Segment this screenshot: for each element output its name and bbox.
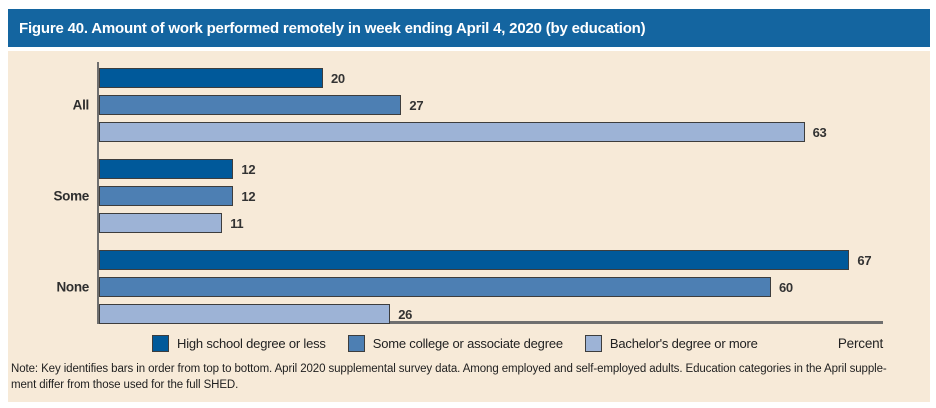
chart-legend: High school degree or less Some college o…	[152, 335, 758, 352]
bar-value-label: 11	[230, 215, 244, 231]
legend-label: Some college or associate degree	[372, 336, 563, 351]
category-label-all: All	[72, 97, 90, 113]
bar-none-some-college-or-associate-degree	[99, 277, 771, 297]
category-group-all: All 20 27 63	[73, 68, 883, 142]
legend-swatch-high-school-degree-or-less	[152, 335, 169, 352]
legend-item-high-school-degree-or-less: High school degree or less	[152, 335, 326, 352]
bar-value-label: 12	[241, 161, 256, 177]
legend-label: Bachelor's degree or more	[609, 336, 758, 351]
bar-row: 60	[99, 277, 883, 297]
category-label-some: Some	[53, 188, 89, 204]
bar-row: 26	[99, 304, 883, 324]
bar-value-label: 26	[398, 306, 413, 322]
bar-value-label: 67	[857, 252, 872, 268]
bar-none-high-school-degree-or-less	[99, 250, 850, 270]
figure-title: Figure 40. Amount of work performed remo…	[19, 19, 646, 37]
bar-value-label: 60	[779, 279, 793, 295]
category-group-none: None 67 60 26	[56, 250, 883, 324]
legend-item-bachelor-s-degree-or-more: Bachelor's degree or more	[584, 335, 758, 352]
figure-note: Note: Key identifies bars in order from …	[11, 361, 927, 393]
legend-swatch-bachelor-s-degree-or-more	[584, 335, 602, 352]
bar-value-label: 12	[241, 188, 256, 204]
category-group-some: Some 12 12 11	[53, 159, 883, 233]
note-line-1: Note: Key identifies bars in order from …	[11, 363, 887, 375]
bar-some-high-school-degree-or-less	[99, 159, 234, 179]
chart-panel: All 20 27 63 Some 12 12 11 None 67 60 26 High schoo…	[8, 51, 930, 402]
bar-value-label: 20	[331, 70, 345, 86]
bar-row: 67	[99, 250, 883, 270]
bar-row: 12	[99, 159, 883, 179]
x-axis-label: Percent	[837, 336, 883, 351]
bar-none-bachelor-s-degree-or-more	[99, 304, 391, 324]
bar-row: 12	[99, 186, 883, 206]
legend-label: High school degree or less	[177, 336, 326, 351]
bar-row: 63	[99, 122, 883, 142]
bar-value-label: 63	[812, 124, 827, 140]
bar-all-bachelor-s-degree-or-more	[99, 122, 805, 142]
chart-legend-row: High school degree or less Some college o…	[97, 335, 883, 352]
category-label-none: None	[56, 279, 89, 295]
note-line-2: ment differ from those used for the full…	[11, 379, 239, 391]
bar-value-label: 27	[409, 97, 424, 113]
figure-title-bar: Figure 40. Amount of work performed remo…	[8, 9, 930, 47]
bar-some-some-college-or-associate-degree	[99, 186, 234, 206]
bar-row: 11	[99, 213, 883, 233]
legend-swatch-some-college-or-associate-degree	[347, 335, 365, 352]
bar-chart-plot: All 20 27 63 Some 12 12 11 None 67 60 26	[53, 62, 883, 324]
bar-all-some-college-or-associate-degree	[99, 95, 402, 115]
bar-all-high-school-degree-or-less	[99, 68, 323, 88]
bar-some-bachelor-s-degree-or-more	[99, 213, 223, 233]
bar-row: 27	[99, 95, 883, 115]
bar-row: 20	[99, 68, 883, 88]
legend-item-some-college-or-associate-degree: Some college or associate degree	[347, 335, 563, 352]
